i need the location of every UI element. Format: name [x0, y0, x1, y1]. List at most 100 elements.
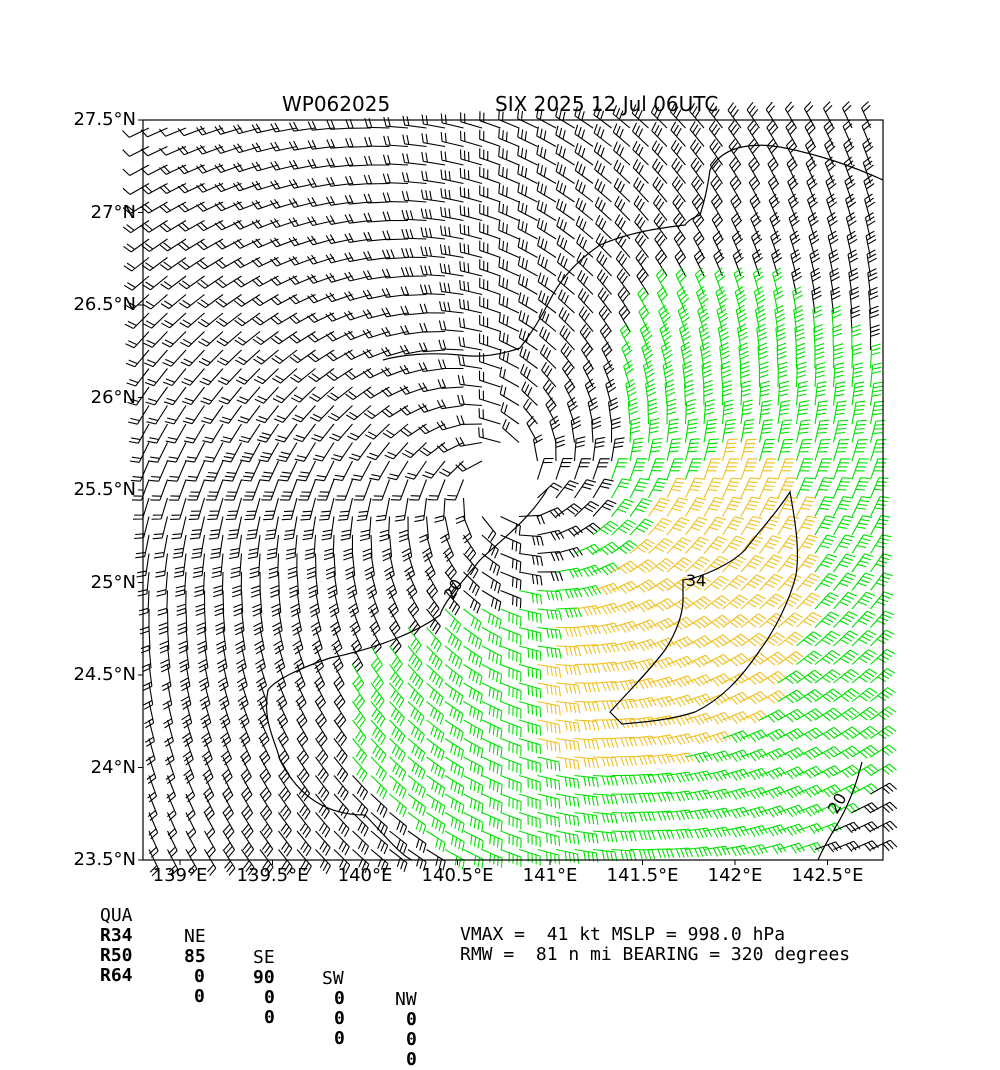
wind-barb	[437, 378, 464, 389]
wind-barb	[500, 700, 522, 719]
wind-barb	[445, 479, 465, 501]
wind-barb	[666, 636, 694, 650]
wind-barb	[197, 294, 224, 309]
wind-barb	[278, 460, 298, 482]
wind-barb	[211, 553, 224, 579]
wind-barb	[777, 534, 800, 554]
wind-barb	[537, 626, 562, 640]
wind-barb	[273, 405, 298, 423]
wind-barb	[869, 362, 882, 388]
wind-barb	[167, 460, 187, 482]
wind-barb	[844, 175, 856, 203]
wind-barb	[463, 849, 484, 869]
wind-barb	[577, 270, 594, 295]
wind-barb	[592, 661, 620, 673]
wind-barb	[308, 368, 335, 383]
wind-barb	[140, 627, 151, 654]
wind-barb	[315, 756, 329, 783]
contour-20-southeast	[817, 761, 863, 861]
wind-barb	[768, 175, 780, 203]
wind-barb	[325, 215, 353, 225]
wind-barb	[178, 627, 189, 654]
wind-barb	[426, 738, 445, 761]
wind-barb	[440, 169, 464, 185]
r64-row: R64 0 0 0 0	[100, 944, 417, 1070]
wind-barb	[555, 626, 582, 637]
wind-barb	[122, 183, 150, 195]
wind-barb	[518, 774, 541, 792]
wind-barb	[312, 442, 335, 462]
wind-barb	[279, 479, 298, 501]
x-tick-label: 140°E	[337, 865, 393, 886]
wind-barb	[463, 590, 481, 614]
wind-barb	[708, 102, 723, 129]
wind-barb	[407, 719, 425, 744]
wind-barb	[518, 700, 542, 718]
wind-barb	[296, 849, 312, 875]
wind-barb	[307, 216, 335, 227]
wind-barb	[481, 719, 503, 739]
wind-barb	[172, 534, 187, 559]
wind-barb	[605, 378, 617, 406]
wind-barb	[389, 627, 402, 654]
wind-barb	[220, 423, 242, 444]
wind-barb	[786, 156, 798, 184]
wind-barb	[629, 677, 657, 690]
x-tick-label: 139.5°E	[236, 865, 309, 886]
wind-barb	[402, 134, 427, 148]
wind-barb	[479, 185, 501, 203]
wind-barb	[463, 534, 477, 562]
wind-barb	[285, 534, 298, 560]
wind-barb	[444, 701, 464, 724]
wind-barb	[478, 408, 501, 425]
wind-barb	[777, 766, 805, 780]
wind-barb	[481, 553, 501, 576]
wind-barb	[123, 257, 150, 272]
wind-barb	[814, 458, 832, 480]
wind-barb	[308, 571, 319, 599]
wind-barb	[592, 478, 614, 499]
wind-barb	[233, 590, 244, 617]
wind-barb	[519, 346, 538, 369]
wind-barb	[684, 398, 696, 425]
wind-barb	[143, 682, 154, 710]
wind-barb	[617, 286, 631, 314]
wind-barb	[420, 189, 446, 203]
wind-barb	[479, 352, 501, 370]
wind-barb	[459, 280, 483, 296]
wind-barb	[142, 312, 168, 329]
wind-barb	[384, 442, 409, 460]
wind-barb	[179, 331, 205, 348]
wind-barb	[352, 830, 369, 855]
wind-barb	[183, 756, 195, 784]
wind-barb	[379, 516, 391, 542]
wind-barb	[518, 793, 541, 811]
wind-barb	[733, 267, 745, 295]
wind-barb	[444, 719, 464, 742]
wind-barb	[366, 442, 390, 461]
wind-barb	[861, 101, 872, 129]
wind-barb	[352, 682, 366, 710]
wind-barb	[382, 154, 409, 166]
wind-barb	[870, 534, 892, 554]
wind-barb	[777, 708, 805, 723]
wind-barb	[795, 400, 810, 425]
wind-barb	[436, 442, 464, 453]
wind-barb	[684, 458, 703, 480]
wind-barb	[851, 802, 879, 814]
wind-barb	[330, 442, 353, 462]
wind-barb	[537, 507, 565, 519]
wind-barb	[463, 756, 484, 777]
wind-barb	[777, 458, 795, 480]
wind-barb	[714, 267, 726, 295]
wind-barb	[381, 346, 409, 357]
wind-barb	[832, 362, 845, 388]
wind-barb	[418, 342, 446, 353]
wind-barb	[555, 546, 583, 558]
wind-barb	[136, 553, 150, 578]
wind-barb	[851, 458, 869, 480]
wind-barb	[344, 349, 372, 360]
wind-barb	[629, 792, 656, 803]
wind-barb	[311, 627, 323, 655]
wind-barb	[306, 274, 335, 284]
